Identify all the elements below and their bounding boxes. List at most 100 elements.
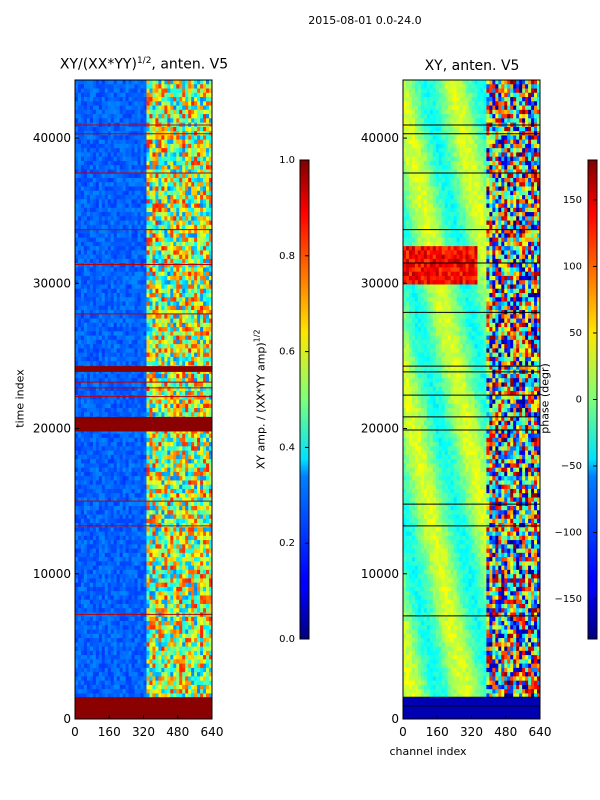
heatmap-cell: [209, 207, 213, 213]
heatmap-cell: [143, 488, 147, 494]
heatmap-cell: [75, 390, 79, 396]
heatmap-cell: [173, 105, 177, 111]
heatmap-cell: [155, 390, 159, 396]
heatmap-cell: [191, 322, 195, 328]
heatmap-cell: [134, 378, 139, 383]
heatmap-cell: [89, 258, 94, 264]
heatmap-cell: [107, 506, 112, 511]
heatmap-cell: [182, 403, 186, 409]
heatmap-cell: [137, 182, 142, 187]
heatmap-cell: [203, 301, 207, 307]
heatmap-cell: [86, 152, 91, 158]
heatmap-cell: [86, 207, 91, 213]
heatmap-cell: [80, 527, 85, 533]
heatmap-cell: [134, 203, 139, 209]
heatmap-cell: [80, 488, 85, 494]
heatmap-cell: [206, 224, 210, 230]
heatmap-cell: [206, 101, 210, 107]
heatmap-cell: [197, 450, 201, 456]
heatmap-cell: [179, 190, 183, 196]
heatmap-cell: [194, 369, 198, 375]
heatmap-cell: [185, 476, 189, 481]
heatmap-cell: [98, 254, 103, 260]
heatmap-cell: [125, 118, 130, 124]
heatmap-cell: [113, 216, 118, 222]
heatmap-cell: [75, 237, 79, 243]
heatmap-cell: [75, 531, 79, 537]
heatmap-cell: [173, 344, 177, 349]
heatmap-cell: [191, 280, 195, 285]
heatmap-cell: [95, 258, 100, 264]
heatmap-cell: [158, 160, 162, 166]
heatmap-cell: [155, 212, 159, 217]
heatmap-cell: [75, 356, 79, 362]
heatmap-cell: [164, 177, 168, 183]
heatmap-cell: [75, 88, 79, 94]
heatmap-cell: [98, 182, 103, 187]
heatmap-cell: [122, 288, 127, 294]
heatmap-cell: [131, 506, 136, 511]
heatmap-cell: [146, 382, 150, 388]
heatmap-cell: [185, 199, 189, 205]
heatmap-cell: [137, 267, 142, 273]
heatmap-cell: [152, 535, 156, 541]
heatmap-cell: [131, 139, 136, 145]
heatmap-cell: [98, 88, 103, 94]
heatmap-cell: [83, 488, 88, 494]
heatmap-cell: [173, 467, 177, 473]
heatmap-cell: [92, 152, 97, 158]
heatmap-cell: [182, 390, 186, 396]
heatmap-cell: [140, 224, 144, 230]
heatmap-cell: [110, 190, 115, 196]
heatmap-cell: [200, 318, 204, 324]
heatmap-cell: [110, 288, 115, 294]
heatmap-cell: [125, 501, 130, 507]
heatmap-cell: [182, 84, 186, 90]
heatmap-cell: [197, 352, 201, 358]
heatmap-cell: [194, 322, 198, 328]
heatmap-cell: [107, 356, 112, 362]
heatmap-cell: [101, 327, 106, 332]
heatmap-cell: [149, 109, 153, 115]
heatmap-cell: [131, 305, 136, 311]
heatmap-cell: [107, 467, 112, 473]
heatmap-cell: [161, 467, 165, 473]
heatmap-cell: [104, 527, 109, 533]
heatmap-cell: [161, 322, 165, 328]
heatmap-cell: [173, 322, 177, 328]
heatmap-cell: [146, 109, 150, 115]
heatmap-cell: [161, 267, 165, 273]
heatmap-cell: [131, 480, 136, 486]
heatmap-cell: [137, 126, 142, 132]
heatmap-cell: [83, 437, 88, 443]
heatmap-cell: [209, 395, 213, 400]
heatmap-cell: [107, 148, 112, 153]
heatmap-cell: [185, 446, 189, 452]
heatmap-cell: [146, 314, 150, 320]
heatmap-cell: [86, 480, 91, 486]
heatmap-cell: [200, 84, 204, 90]
heatmap-cell: [134, 284, 139, 290]
heatmap-cell: [75, 212, 79, 217]
heatmap-cell: [110, 284, 115, 290]
heatmap-cell: [116, 331, 121, 337]
heatmap-cell: [161, 195, 165, 200]
heatmap-cell: [116, 382, 121, 388]
heatmap-cell: [128, 361, 133, 366]
heatmap-cell: [209, 463, 213, 469]
heatmap-cell: [98, 135, 103, 141]
heatmap-cell: [188, 241, 192, 247]
heatmap-cell: [155, 535, 159, 541]
heatmap-cell: [119, 369, 124, 375]
heatmap-cell: [128, 484, 133, 490]
heatmap-cell: [104, 173, 109, 179]
heatmap-cell: [182, 310, 186, 315]
heatmap-cell: [209, 459, 213, 464]
heatmap-cell: [197, 442, 201, 447]
heatmap-cell: [155, 493, 159, 498]
heatmap-cell: [188, 467, 192, 473]
heatmap-cell: [107, 450, 112, 456]
heatmap-cell: [152, 429, 156, 435]
heatmap-cell: [209, 390, 213, 396]
heatmap-cell: [95, 173, 100, 179]
